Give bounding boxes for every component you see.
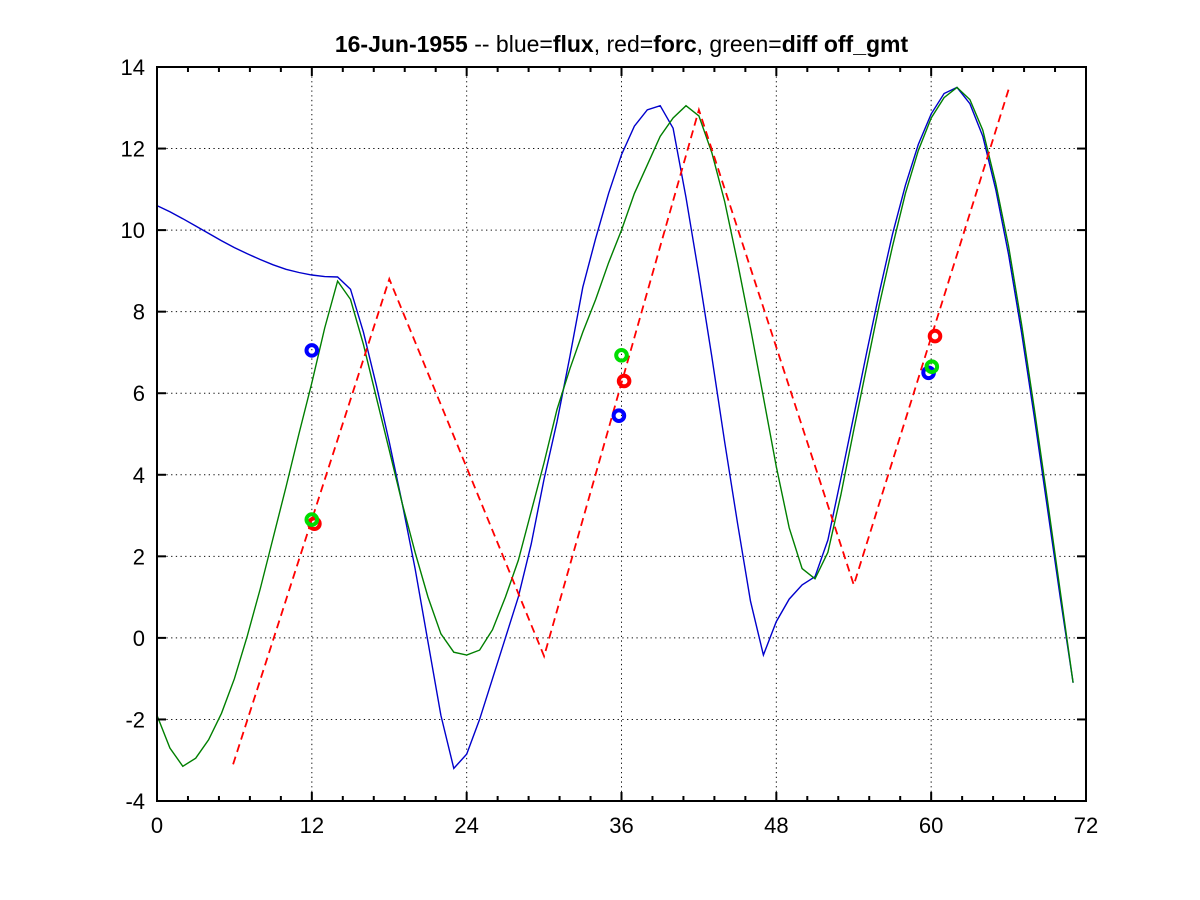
y-tick-label: 2	[133, 544, 145, 569]
title-segment: flux	[552, 31, 594, 57]
x-tick-label: 0	[151, 813, 163, 838]
y-tick-label: 4	[133, 463, 145, 488]
x-tick-label: 36	[609, 813, 633, 838]
x-tick-label: 24	[454, 813, 478, 838]
y-tick-label: 0	[133, 626, 145, 651]
title-segment: 16-Jun-1955	[334, 31, 468, 57]
series-forc-line	[232, 85, 1011, 765]
x-tick-label: 60	[919, 813, 943, 838]
grid	[157, 67, 1086, 801]
title-segment: forc	[653, 31, 697, 57]
x-tick-label: 72	[1074, 813, 1098, 838]
y-tick-label: 8	[133, 300, 145, 325]
y-tick-label: -4	[125, 789, 145, 814]
title-segment: , green=	[696, 31, 782, 57]
flux-obs-marker	[611, 408, 627, 424]
diff-obs-marker	[614, 348, 629, 363]
series-diff-line	[156, 86, 1074, 768]
y-tick-label: 10	[121, 218, 145, 243]
markers	[304, 328, 943, 532]
y-tick-label: 6	[133, 381, 145, 406]
series	[156, 85, 1074, 770]
title-segment: , red=	[593, 31, 654, 57]
x-tick-label: 48	[764, 813, 788, 838]
forc-obs-marker	[616, 373, 632, 389]
series-flux-line	[156, 86, 1074, 770]
title-segment: -- blue=	[467, 31, 553, 57]
x-tick-label: 12	[300, 813, 324, 838]
title-segment: diff off_gmt	[781, 31, 909, 57]
diff-obs-marker	[304, 512, 320, 527]
flux-obs-marker	[304, 343, 320, 358]
ticks	[156, 66, 1087, 802]
forc-obs-marker	[927, 328, 943, 344]
y-tick-label: -2	[125, 707, 145, 732]
chart-title: 16-Jun-1955 -- blue=flux, red=forc, gree…	[157, 31, 1086, 58]
y-tick-label: 12	[121, 137, 145, 162]
diff-obs-marker	[924, 359, 940, 375]
y-tick-label: 14	[121, 55, 145, 80]
